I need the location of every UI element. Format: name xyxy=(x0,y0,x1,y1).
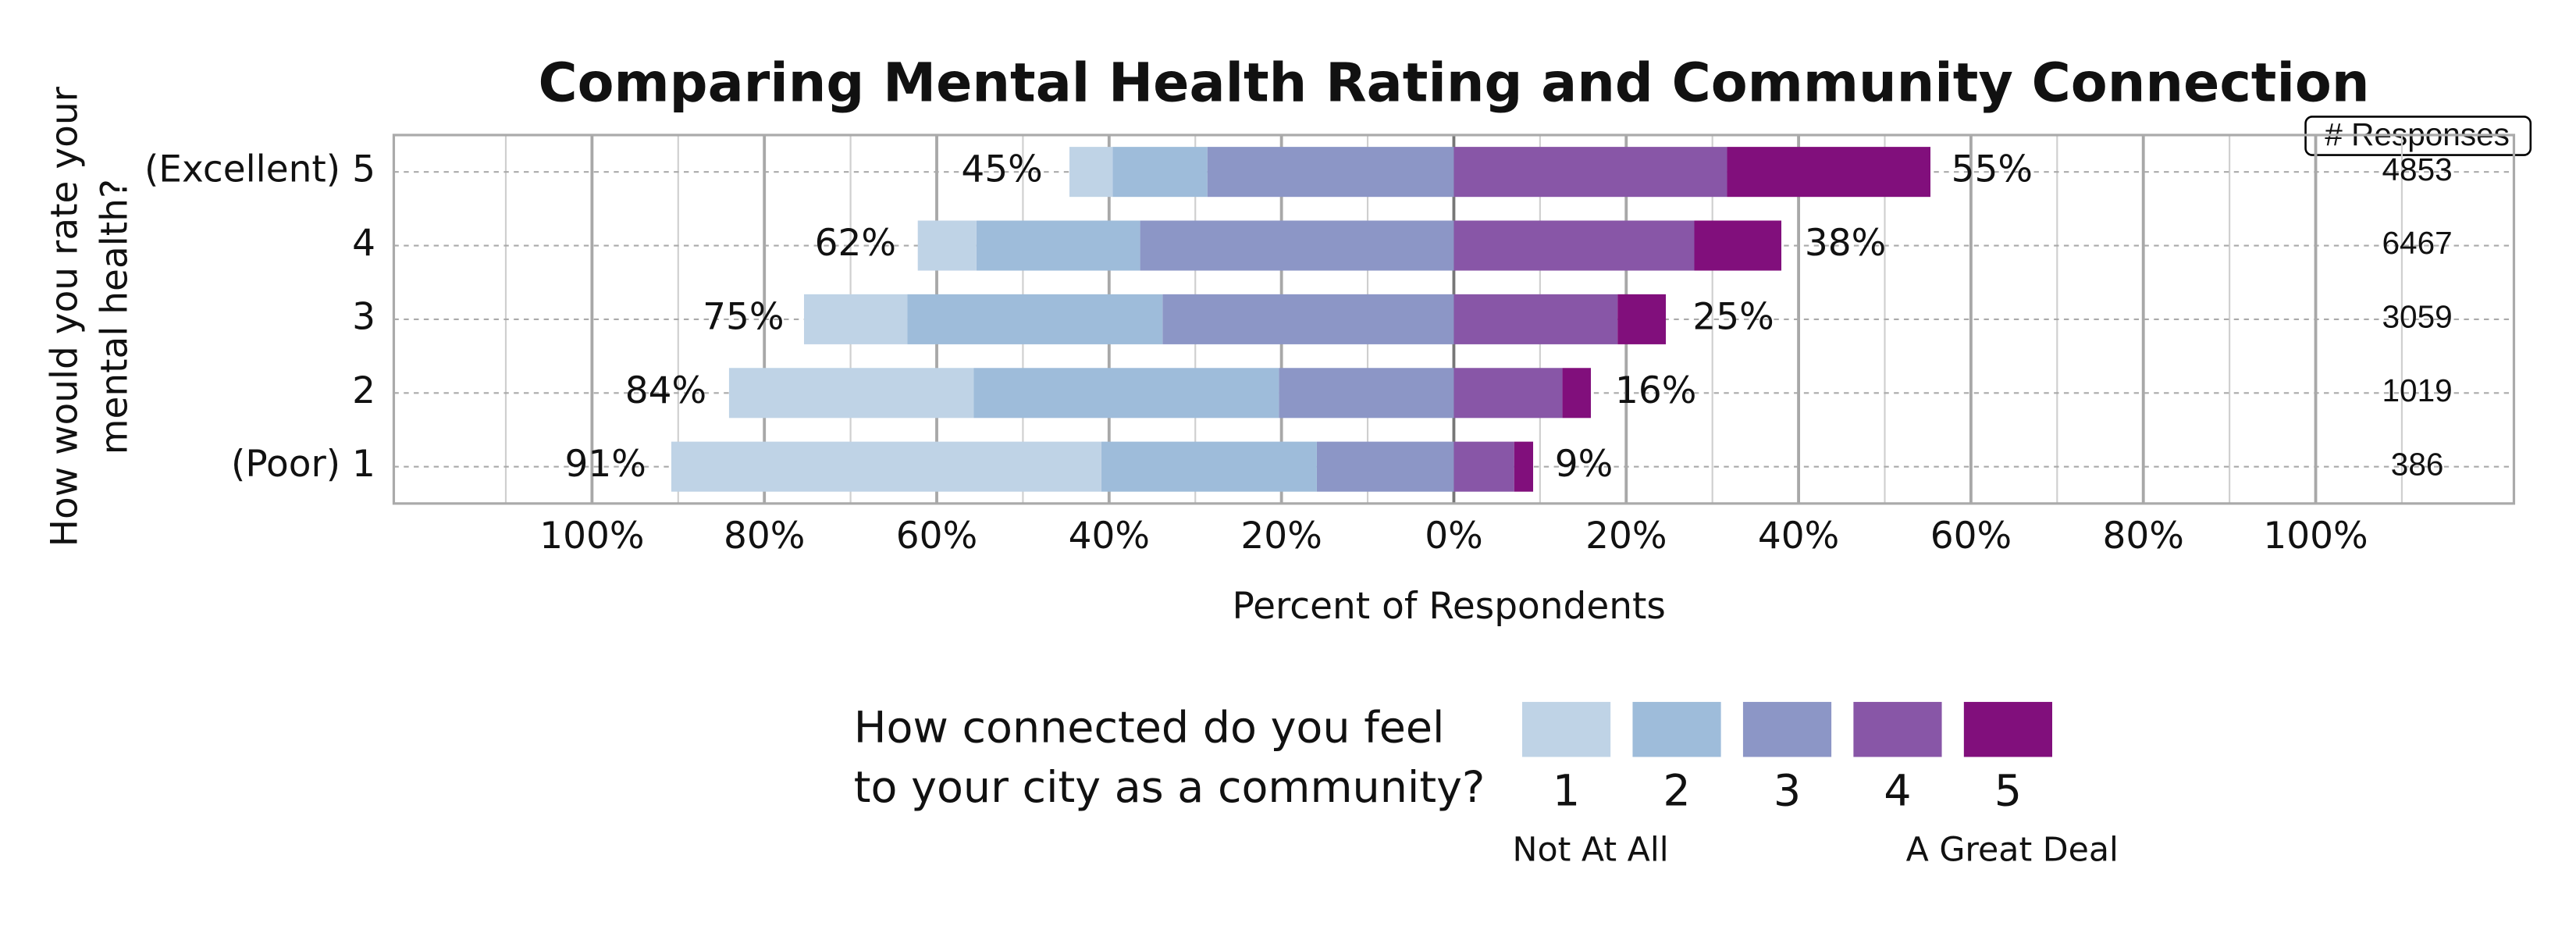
x-tick-label: 60% xyxy=(896,515,977,558)
bar-segment xyxy=(728,368,974,419)
bar-segment xyxy=(1316,441,1454,492)
bar-segment xyxy=(803,294,908,344)
bar-segment xyxy=(1162,294,1454,344)
responses-count: 3059 xyxy=(2382,299,2453,335)
bar-segment xyxy=(1514,441,1534,492)
bar-segment xyxy=(1562,368,1592,419)
x-tick-label: 20% xyxy=(1240,515,1322,558)
bar-segment xyxy=(1279,368,1454,419)
bar-segment xyxy=(976,220,1140,271)
y-tick-label: (Poor) 1 xyxy=(231,443,375,486)
y-tick-label: 4 xyxy=(352,222,375,265)
responses-count: 6467 xyxy=(2382,225,2453,261)
x-tick-label: 60% xyxy=(1930,515,2012,558)
bar-segment xyxy=(1727,147,1931,198)
bar-segment xyxy=(1617,294,1667,344)
legend-swatch xyxy=(1632,701,1721,757)
legend-title: to your city as a community? xyxy=(854,762,1485,813)
x-tick-label: 40% xyxy=(1758,515,1839,558)
legend-swatch xyxy=(1742,701,1832,757)
bar-segment xyxy=(1694,220,1782,271)
legend-label: 4 xyxy=(1884,766,1911,817)
left-total-label: 75% xyxy=(703,295,784,338)
legend-label: 3 xyxy=(1774,766,1801,817)
legend-title: How connected do you feel xyxy=(854,702,1445,753)
bar-segment xyxy=(1453,147,1727,198)
right-total-label: 16% xyxy=(1615,369,1696,412)
bar-segment xyxy=(1207,147,1454,198)
legend-swatch xyxy=(1963,701,2053,757)
legend-low-label: Not At All xyxy=(1513,831,1669,870)
bar-segment xyxy=(1140,220,1454,271)
bar-segment xyxy=(907,294,1163,344)
x-tick-label: 20% xyxy=(1585,515,1667,558)
y-axis-label: mental health? xyxy=(94,179,137,454)
bar-segment xyxy=(1453,294,1618,344)
chart-title: Comparing Mental Health Rating and Commu… xyxy=(538,53,2369,115)
x-tick-label: 40% xyxy=(1069,515,1150,558)
legend-swatch xyxy=(1522,701,1611,757)
bar-segment xyxy=(1112,147,1208,198)
bar-segment xyxy=(917,220,977,271)
legend-label: 2 xyxy=(1663,766,1690,817)
bar-segment xyxy=(1069,147,1113,198)
y-tick-label: 3 xyxy=(352,295,375,338)
bar-segment xyxy=(1453,368,1563,419)
x-axis-label: Percent of Respondents xyxy=(1232,585,1665,628)
x-tick-label: 100% xyxy=(539,515,644,558)
bar-segment xyxy=(1101,441,1317,492)
right-total-label: 38% xyxy=(1805,222,1886,265)
plot-frame xyxy=(392,134,2516,505)
responses-count: 386 xyxy=(2391,446,2444,482)
left-total-label: 62% xyxy=(815,222,896,265)
bar-segment xyxy=(1453,441,1514,492)
right-total-label: 25% xyxy=(1692,295,1774,338)
x-tick-label: 80% xyxy=(724,515,805,558)
right-total-label: 9% xyxy=(1555,443,1614,486)
x-tick-label: 0% xyxy=(1425,515,1483,558)
bar-segment xyxy=(671,441,1101,492)
bar-segment xyxy=(1453,220,1695,271)
responses-count: 1019 xyxy=(2382,372,2453,408)
y-axis-label-group: How would you rate your mental health? xyxy=(43,86,136,547)
legend-swatch xyxy=(1853,701,1942,757)
legend-label: 1 xyxy=(1553,766,1580,817)
x-tick-label: 80% xyxy=(2103,515,2184,558)
y-tick-label: 2 xyxy=(352,369,375,412)
left-total-label: 91% xyxy=(564,443,646,486)
x-tick-label: 100% xyxy=(2263,515,2368,558)
left-total-label: 84% xyxy=(625,369,706,412)
right-total-label: 55% xyxy=(1952,148,2033,191)
responses-count: 4853 xyxy=(2382,151,2453,187)
left-total-label: 45% xyxy=(961,148,1042,191)
legend-high-label: A Great Deal xyxy=(1906,831,2119,870)
y-axis-label: How would you rate your xyxy=(43,86,86,547)
plot-layer: 100% 80% 60% 40% 20% 0% 20% 40% 60% 80% 100% (Excel… xyxy=(144,134,2516,817)
legend-label: 5 xyxy=(1994,766,2022,817)
bar-segment xyxy=(973,368,1279,419)
y-tick-label: (Excellent) 5 xyxy=(144,148,375,191)
